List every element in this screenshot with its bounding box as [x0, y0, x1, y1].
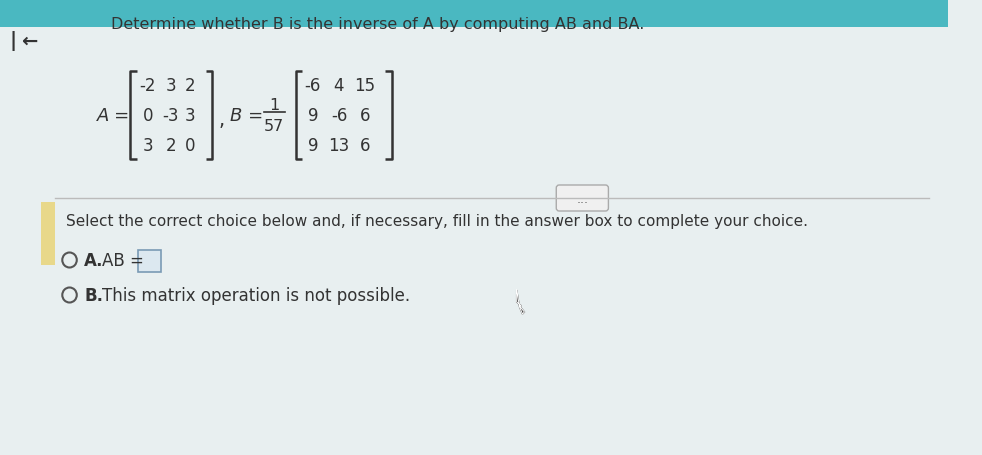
Polygon shape: [517, 290, 524, 314]
Text: AB =: AB =: [102, 252, 144, 269]
Text: |: |: [10, 31, 17, 51]
Text: 2: 2: [185, 77, 195, 95]
Text: 3: 3: [142, 136, 153, 155]
Text: 0: 0: [185, 136, 195, 155]
Text: 2: 2: [166, 136, 176, 155]
Text: ...: ...: [576, 192, 588, 205]
Text: -6: -6: [331, 107, 348, 125]
Text: -6: -6: [304, 77, 321, 95]
Text: 9: 9: [307, 136, 318, 155]
Text: 57: 57: [264, 118, 285, 133]
Text: This matrix operation is not possible.: This matrix operation is not possible.: [102, 286, 410, 304]
Text: 6: 6: [359, 107, 370, 125]
Text: ←: ←: [21, 31, 37, 51]
Text: Select the correct choice below and, if necessary, fill in the answer box to com: Select the correct choice below and, if …: [66, 213, 807, 228]
Bar: [0, 0, 949, 28]
Bar: [40, 202, 55, 265]
Text: 3: 3: [166, 77, 176, 95]
Text: 1: 1: [269, 97, 280, 112]
Text: 4: 4: [334, 77, 345, 95]
Text: B =: B =: [230, 107, 263, 125]
Text: 0: 0: [142, 107, 153, 125]
Text: Determine whether B is the inverse of A by computing AB and BA.: Determine whether B is the inverse of A …: [111, 16, 644, 31]
Text: A =: A =: [96, 107, 130, 125]
FancyBboxPatch shape: [138, 250, 161, 273]
Text: ,: ,: [218, 110, 224, 129]
FancyBboxPatch shape: [556, 186, 609, 212]
Text: 13: 13: [328, 136, 350, 155]
Text: -2: -2: [139, 77, 156, 95]
Text: A.: A.: [84, 252, 103, 269]
Text: 6: 6: [359, 136, 370, 155]
Text: -3: -3: [163, 107, 179, 125]
Text: B.: B.: [84, 286, 103, 304]
Text: 15: 15: [355, 77, 375, 95]
Text: 9: 9: [307, 107, 318, 125]
Text: 3: 3: [185, 107, 195, 125]
